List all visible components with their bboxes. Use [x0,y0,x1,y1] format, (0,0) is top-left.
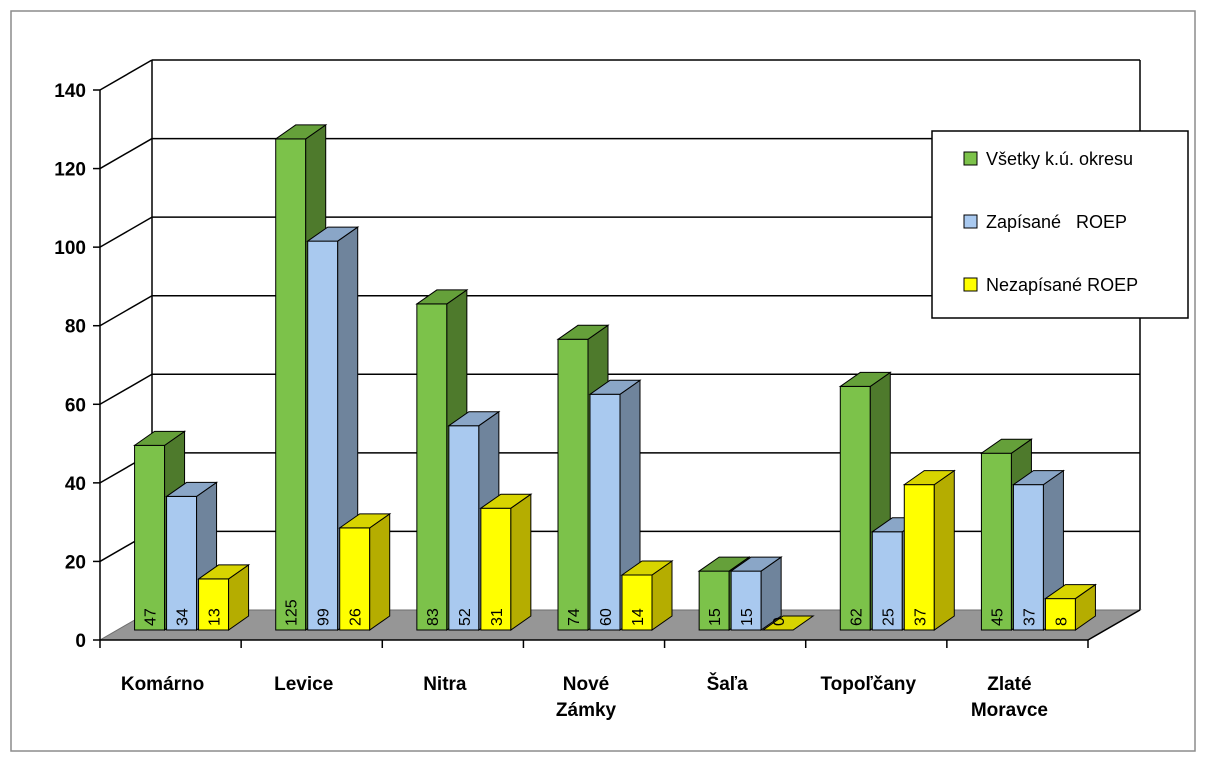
y-tick-label: 20 [65,552,86,573]
data-label: 74 [566,608,583,626]
data-label: 0 [771,617,788,626]
y-tick-label: 80 [65,317,86,338]
data-label: 8 [1053,617,1070,626]
x-category-label: Šaľa [707,673,749,695]
bar-top [620,560,674,576]
bar [761,615,815,631]
gridline-side [99,295,153,327]
data-label: 62 [848,608,865,626]
bar [196,563,251,631]
bar-side [933,469,955,631]
data-label: 37 [1021,608,1038,626]
bar-front [698,570,730,631]
data-label: 99 [316,608,333,626]
bar [902,469,956,631]
bar-front [1044,598,1076,631]
bar-top [729,556,783,572]
data-label: 45 [989,608,1006,626]
legend-swatch [963,151,978,166]
data-label: 25 [880,608,897,626]
data-label: 26 [348,608,365,626]
x-category-label: Zlaté Moravce [971,674,1048,721]
legend-label: Zapísané ROEP [986,212,1127,232]
data-label: 31 [489,608,506,626]
legend-swatch [963,277,978,292]
data-label: 47 [143,608,160,626]
bar-top [1011,470,1066,486]
bar [479,493,533,631]
bar-top [274,124,328,140]
bar-top [196,564,251,580]
y-tick-label: 60 [65,395,86,416]
legend-label: Všetky k.ú. okresu [986,149,1133,169]
bar-top [697,556,751,572]
gridline-side [99,216,153,248]
bar [620,560,674,631]
bar-top [838,371,892,387]
y-tick-label: 100 [54,238,86,259]
data-label: 13 [207,608,224,626]
gridline-side [99,373,153,405]
data-label: 52 [457,608,474,626]
x-category-label: Komárno [121,674,204,695]
bar-front [557,338,589,631]
bar-top [164,481,219,497]
bar-top [902,470,956,486]
bar [1011,469,1066,631]
gridline-side [99,59,153,91]
legend-label: Nezapísané ROEP [986,275,1138,295]
y-tick-label: 0 [75,631,86,652]
legend-swatch [963,214,978,229]
bar-front [589,393,621,631]
data-label: 37 [912,608,929,626]
bar-front [1012,484,1044,631]
y-tick-label: 40 [65,474,86,495]
bar-front [480,507,512,631]
y-tick-label: 140 [54,81,86,102]
bar [1043,583,1098,631]
bar-front [903,484,935,631]
bar-side [369,512,391,631]
bar-top [306,226,360,242]
data-label: 83 [425,608,442,626]
y-tick-label: 120 [54,160,86,181]
bar-top [479,493,533,509]
x-axis-depth [1087,609,1141,641]
bar-top [415,289,469,305]
bar-top [979,438,1034,454]
bar-front [416,303,448,631]
legend: Všetky k.ú. okresu Zapísané ROEP Nezapísan… [931,130,1189,319]
data-label: 125 [284,599,301,626]
bar-front [839,385,871,631]
bar-top [761,615,815,631]
bar-top [556,324,610,340]
data-label: 15 [739,608,756,626]
data-label: 34 [175,608,192,626]
bar-front [980,452,1012,631]
bar-side [510,493,532,631]
bar-front [134,444,166,631]
bar-front [339,527,371,631]
data-label: 60 [598,608,615,626]
data-label: 14 [630,608,647,626]
data-label: 15 [707,608,724,626]
bar-top [1043,584,1098,600]
x-category-label: Nové Zámky [556,674,617,721]
bar-top [338,513,392,529]
bar-top [447,411,501,427]
x-category-label: Levice [274,674,333,695]
bar-front [307,240,339,631]
bar-top [132,430,187,446]
bar [729,556,783,631]
x-category-label: Nitra [423,674,467,695]
bar-front [198,578,230,631]
gridline-side [99,137,153,170]
bar-front [275,138,307,631]
x-category-label: Topoľčany [820,674,916,695]
bar-front [448,425,480,631]
bar [338,512,392,631]
bar-top [588,379,642,395]
